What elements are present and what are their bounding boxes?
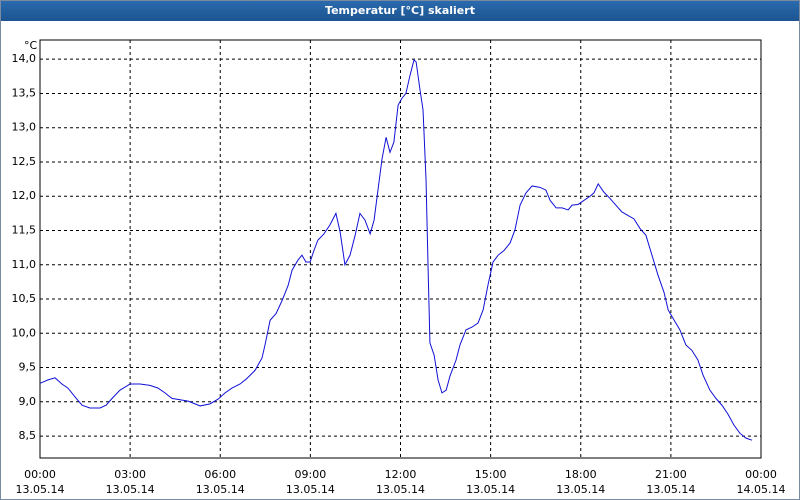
y-tick-label: 11,0 — [12, 258, 37, 271]
x-tick-label: 06:00 — [204, 468, 236, 481]
x-tick-label: 21:00 — [655, 468, 687, 481]
y-tick-label: 9,5 — [19, 361, 37, 374]
x-tick-label: 18:00 — [565, 468, 597, 481]
y-tick-label: 14,0 — [12, 52, 37, 65]
y-tick-label: 12,0 — [12, 189, 37, 202]
x-tick-date: 13.05.14 — [646, 483, 695, 496]
y-tick-label: 9,0 — [19, 395, 37, 408]
x-tick-date: 14.05.14 — [737, 483, 786, 496]
x-tick-label: 15:00 — [475, 468, 507, 481]
y-unit: °C — [24, 39, 38, 52]
x-tick-date: 13.05.14 — [556, 483, 605, 496]
x-tick-label: 00:00 — [745, 468, 777, 481]
y-tick-label: 13,5 — [12, 86, 37, 99]
x-tick-label: 03:00 — [114, 468, 146, 481]
x-tick-date: 13.05.14 — [286, 483, 335, 496]
x-tick-date: 13.05.14 — [16, 483, 65, 496]
x-tick-date: 13.05.14 — [106, 483, 155, 496]
x-tick-date: 13.05.14 — [196, 483, 245, 496]
x-tick-label: 12:00 — [385, 468, 417, 481]
x-tick-label: 09:00 — [295, 468, 327, 481]
x-tick-date: 13.05.14 — [466, 483, 515, 496]
y-tick-label: 12,5 — [12, 155, 37, 168]
y-tick-label: 8,5 — [19, 429, 37, 442]
x-tick-label: 00:00 — [24, 468, 56, 481]
data-line — [39, 58, 753, 441]
y-tick-label: 13,0 — [12, 121, 37, 134]
y-tick-label: 10,0 — [12, 326, 37, 339]
y-tick-label: 11,5 — [12, 223, 37, 236]
x-tick-date: 13.05.14 — [376, 483, 425, 496]
y-tick-label: 10,5 — [12, 292, 37, 305]
window-title: Temperatur [°C] skaliert — [1, 1, 799, 21]
